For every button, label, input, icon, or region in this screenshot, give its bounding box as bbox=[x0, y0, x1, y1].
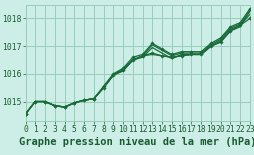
X-axis label: Graphe pression niveau de la mer (hPa): Graphe pression niveau de la mer (hPa) bbox=[19, 137, 254, 147]
